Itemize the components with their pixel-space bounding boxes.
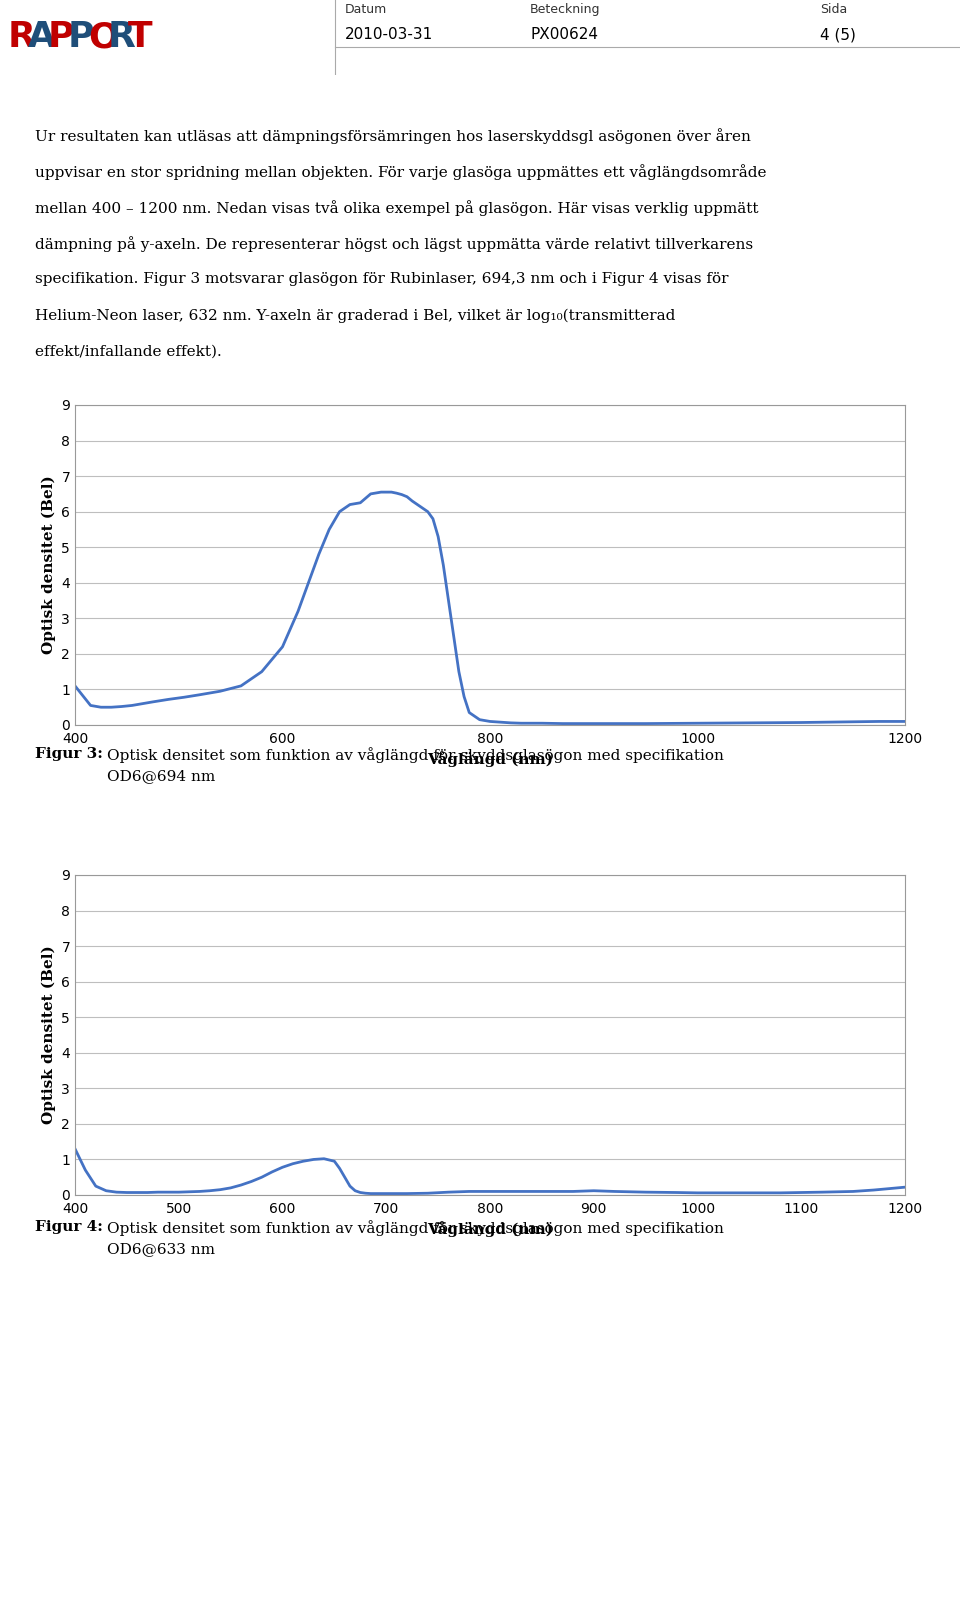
Text: PX00624: PX00624 [530,27,598,42]
Text: OD6@633 nm: OD6@633 nm [107,1242,215,1257]
Text: P: P [48,19,75,55]
Text: effekt/infallande effekt).: effekt/infallande effekt). [35,344,222,359]
Text: Datum: Datum [345,3,387,16]
Text: OD6@694 nm: OD6@694 nm [107,769,215,784]
Text: R: R [8,19,36,55]
Text: O: O [88,19,119,55]
Text: Optisk densitet som funktion av våglängd för skyddsglasögon med specifikation: Optisk densitet som funktion av våglängd… [107,747,724,763]
Text: Ur resultaten kan utläsas att dämpningsförsämringen hos laserskyddsgl asögonen ö: Ur resultaten kan utläsas att dämpningsf… [35,129,751,145]
X-axis label: Våglängd (nm): Våglängd (nm) [427,751,553,767]
Text: 2010-03-31: 2010-03-31 [345,27,433,42]
X-axis label: Våglängd (nm): Våglängd (nm) [427,1221,553,1237]
Text: R: R [108,19,136,55]
Text: Beteckning: Beteckning [530,3,601,16]
Text: 4 (5): 4 (5) [820,27,856,42]
Text: T: T [128,19,153,55]
Text: Optisk densitet som funktion av våglängd för skyddsglasögon med specifikation: Optisk densitet som funktion av våglängd… [107,1220,724,1236]
Text: Figur 4:: Figur 4: [35,1220,103,1234]
Text: A: A [28,19,56,55]
Text: Helium-Neon laser, 632 nm. Y-axeln är graderad i Bel, vilket är log₁₀(transmitte: Helium-Neon laser, 632 nm. Y-axeln är gr… [35,309,676,323]
Text: Sida: Sida [820,3,848,16]
Y-axis label: Optisk densitet (Bel): Optisk densitet (Bel) [41,476,56,655]
Y-axis label: Optisk densitet (Bel): Optisk densitet (Bel) [41,946,56,1125]
Text: specifikation. Figur 3 motsvarar glasögon för Rubinlaser, 694,3 nm och i Figur 4: specifikation. Figur 3 motsvarar glasögo… [35,272,729,286]
Text: uppvisar en stor spridning mellan objekten. För varje glasöga uppmättes ett vågl: uppvisar en stor spridning mellan objekt… [35,164,766,180]
Text: dämpning på y-axeln. De representerar högst och lägst uppmätta värde relativt ti: dämpning på y-axeln. De representerar hö… [35,237,754,253]
Text: mellan 400 – 1200 nm. Nedan visas två olika exempel på glasögon. Här visas verkl: mellan 400 – 1200 nm. Nedan visas två ol… [35,201,758,216]
Text: P: P [68,19,94,55]
Text: Figur 3:: Figur 3: [35,747,103,761]
